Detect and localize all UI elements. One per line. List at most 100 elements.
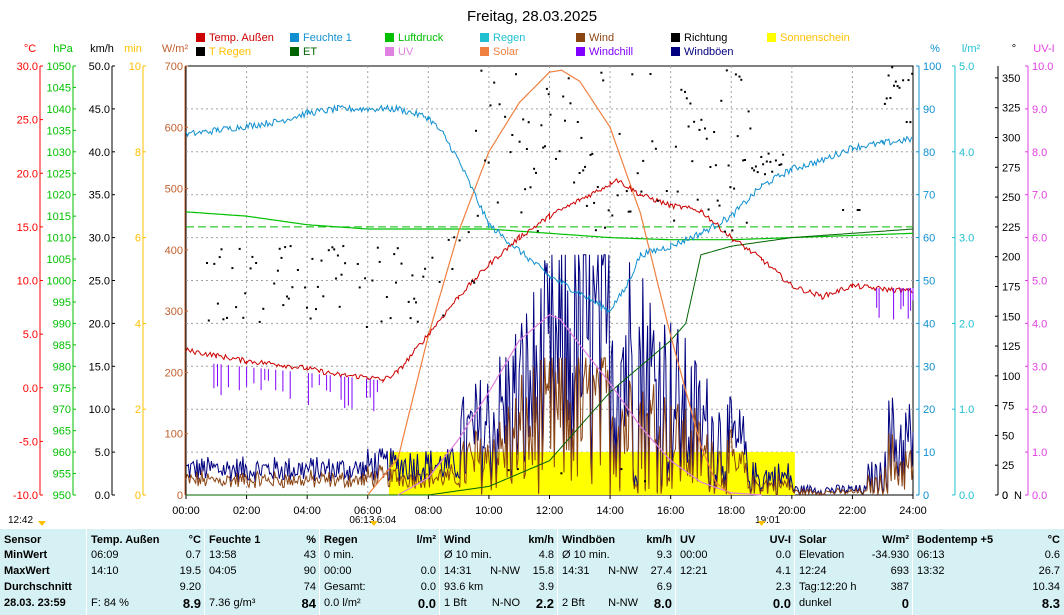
- richtung-point: [216, 302, 219, 305]
- legend-label: Feuchte 1: [303, 32, 352, 44]
- richtung-point: [680, 88, 683, 91]
- richtung-point: [471, 280, 474, 283]
- richtung-point: [453, 236, 456, 239]
- x-tick-label: 02:00: [233, 505, 261, 517]
- stats-separator: [557, 529, 558, 615]
- legend-swatch: [671, 47, 680, 56]
- left-axis-unit: W/m²: [162, 43, 189, 55]
- legend-label: Regen: [493, 32, 525, 44]
- stats-cell-value: 0.7: [185, 549, 201, 561]
- stats-cell-value: 0.0: [420, 581, 436, 593]
- richtung-point: [487, 161, 490, 164]
- stats-separator: [794, 529, 795, 615]
- stats-cell-value: 90: [303, 565, 316, 577]
- stats-cell-value: 84: [301, 596, 316, 611]
- richtung-point: [625, 190, 628, 193]
- left-axis-tick: 970: [53, 404, 71, 416]
- richtung-point: [498, 103, 501, 106]
- stats-row-label: Durchschnitt: [0, 580, 87, 595]
- right-axis-tick: 10.0: [1032, 61, 1053, 73]
- left-axis-tick: 45.0: [89, 104, 110, 116]
- right-axis-tick: 350: [1002, 73, 1020, 85]
- left-axis-unit: min: [124, 43, 142, 55]
- left-axis-tick: 50.0: [89, 61, 110, 73]
- stats-cell-row: 06:13 0.6: [913, 548, 1064, 563]
- legend-layer: Temp. Außen Feuchte 1 Luftdruck Regen Wind Ri…: [196, 32, 850, 58]
- richtung-point: [745, 221, 748, 224]
- richtung-point: [567, 77, 570, 80]
- richtung-point: [555, 157, 557, 160]
- stats-cell-row: 14:31 N-NW 15.8: [440, 564, 558, 579]
- richtung-point: [656, 199, 659, 202]
- richtung-point: [424, 267, 427, 270]
- left-time-label: 12:42: [8, 515, 33, 526]
- richtung-point: [640, 190, 643, 193]
- stats-column-header: Regen l/m²: [320, 533, 440, 548]
- stats-cell-value: 6.9: [656, 581, 672, 593]
- left-axis-tick: 15.0: [89, 361, 110, 373]
- stats-separator: [86, 529, 87, 615]
- richtung-point: [518, 140, 521, 143]
- right-axis-tick: 10: [923, 447, 935, 459]
- richtung-point: [411, 274, 414, 277]
- left-axis-tick: 300: [165, 306, 183, 318]
- series-temp: [185, 178, 914, 384]
- richtung-point: [724, 230, 726, 233]
- stats-cell-row: 00:00 0.0: [320, 564, 440, 579]
- x-tick-label: 12:00: [536, 505, 564, 517]
- richtung-point: [249, 267, 252, 270]
- legend-swatch: [196, 33, 205, 42]
- richtung-point: [780, 163, 783, 166]
- right-axis-tick: 25: [1002, 460, 1014, 472]
- right-axis-tick: 90: [923, 104, 935, 116]
- left-axis-tick: 8: [135, 147, 141, 159]
- richtung-point: [700, 118, 703, 121]
- left-axis-tick: 10.0: [17, 276, 38, 288]
- time-marker: [757, 521, 766, 526]
- richtung-point: [885, 97, 888, 100]
- x-tick-label: 14:00: [596, 505, 624, 517]
- richtung-point: [413, 297, 416, 300]
- left-axis-tick: 1015: [47, 211, 71, 223]
- x-tick-label: 04:00: [293, 505, 321, 517]
- stats-cell-left: 14:31: [444, 565, 472, 577]
- stats-table: Sensor MinWert MaxWert Durchschnitt 28.03. 2…: [0, 529, 1064, 615]
- stats-cell-value: 74: [303, 581, 316, 593]
- richtung-point: [893, 84, 895, 87]
- richtung-point: [262, 307, 265, 310]
- left-axis-tick: 30.0: [89, 233, 110, 245]
- richtung-point: [909, 121, 912, 124]
- stats-cell-left: 06:09: [91, 549, 119, 561]
- richtung-point: [696, 198, 699, 201]
- richtung-point: [356, 263, 359, 265]
- richtung-point: [213, 262, 216, 265]
- legend-label: Wind: [589, 32, 614, 44]
- richtung-point: [451, 268, 454, 270]
- left-axis-tick: 400: [165, 245, 183, 257]
- stats-cell-row: 2 Bft N-NW 8.0: [558, 596, 676, 611]
- weather-chart: 00:00 02:00 04:00 06:00 08:00 10:00 12:00 14:00…: [8, 32, 1055, 526]
- stats-cell-value: 0.0: [772, 596, 791, 611]
- richtung-point: [524, 188, 527, 191]
- stats-row-label-text: MinWert: [4, 549, 48, 561]
- right-axis-tick: 225: [1002, 222, 1020, 234]
- chart-title: Freitag, 28.03.2025: [466, 8, 598, 25]
- richtung-point: [416, 320, 419, 323]
- right-axis-tick: 30: [923, 361, 935, 373]
- richtung-point: [751, 167, 754, 170]
- series-et: [186, 228, 914, 496]
- richtung-point: [371, 279, 374, 282]
- left-axis-tick: 25.0: [17, 115, 38, 127]
- richtung-point: [733, 187, 736, 190]
- stats-cell-left: 0 min.: [324, 549, 354, 561]
- stats-cell-row: 2.3: [676, 580, 795, 595]
- left-axis-tick: 1035: [47, 125, 71, 137]
- right-axis-tick: 0: [1002, 490, 1008, 502]
- richtung-point: [340, 273, 343, 276]
- stats-separator: [439, 529, 440, 615]
- richtung-point: [720, 99, 723, 102]
- legend-label: Luftdruck: [398, 32, 444, 44]
- richtung-point: [393, 253, 396, 256]
- richtung-point: [734, 73, 737, 76]
- left-axis-tick: 1025: [47, 168, 71, 180]
